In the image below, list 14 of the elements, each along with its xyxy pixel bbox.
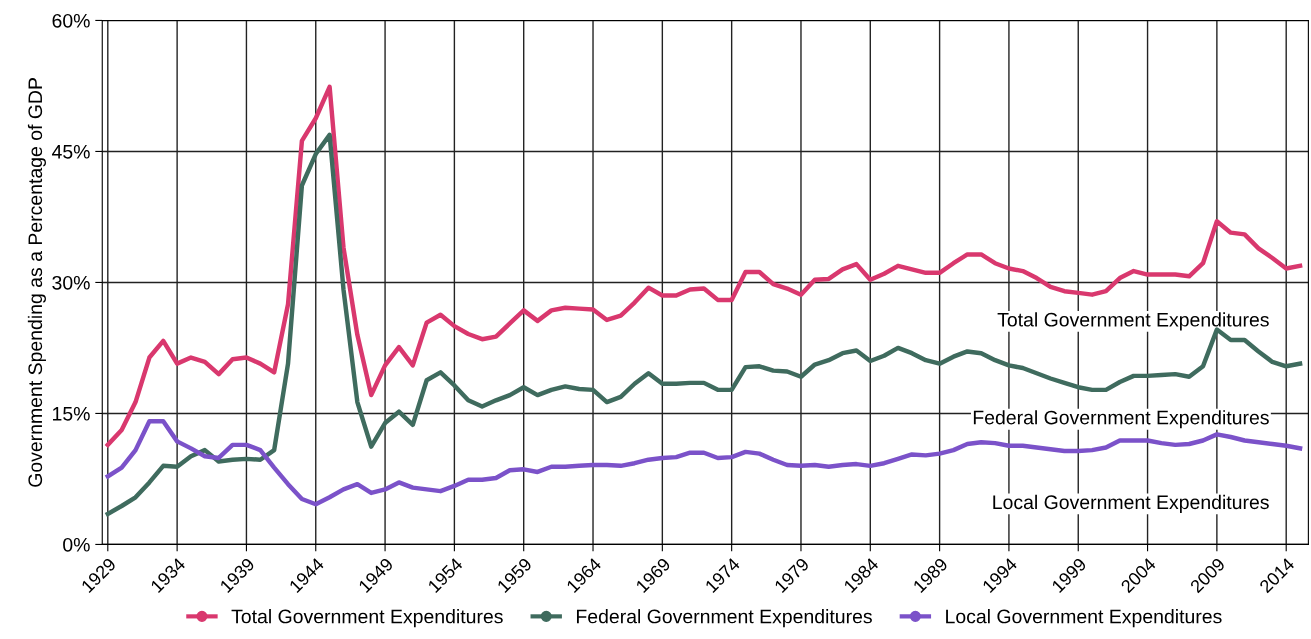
legend-label: Local Government Expenditures bbox=[946, 609, 1222, 628]
line-series bbox=[105, 84, 1303, 448]
y-tick-label: 15% bbox=[53, 406, 90, 421]
annotation: Local Government Expenditures bbox=[993, 494, 1269, 513]
y-tick-label: 60% bbox=[52, 13, 90, 28]
legend-label: Total Government Expenditures bbox=[231, 609, 503, 628]
y-tick-label: 30% bbox=[52, 275, 90, 290]
y-tick-label: 45% bbox=[51, 145, 90, 159]
annotation: Total Government Expenditures bbox=[997, 312, 1269, 331]
legend-label: Federal Government Expenditures bbox=[576, 609, 872, 628]
line-series bbox=[105, 132, 1303, 517]
y-axis-title: Government Spending as a Percentage of GDP bbox=[27, 78, 46, 487]
annotation: Federal Government Expenditures bbox=[973, 410, 1269, 429]
y-tick-label: 0% bbox=[63, 537, 90, 552]
